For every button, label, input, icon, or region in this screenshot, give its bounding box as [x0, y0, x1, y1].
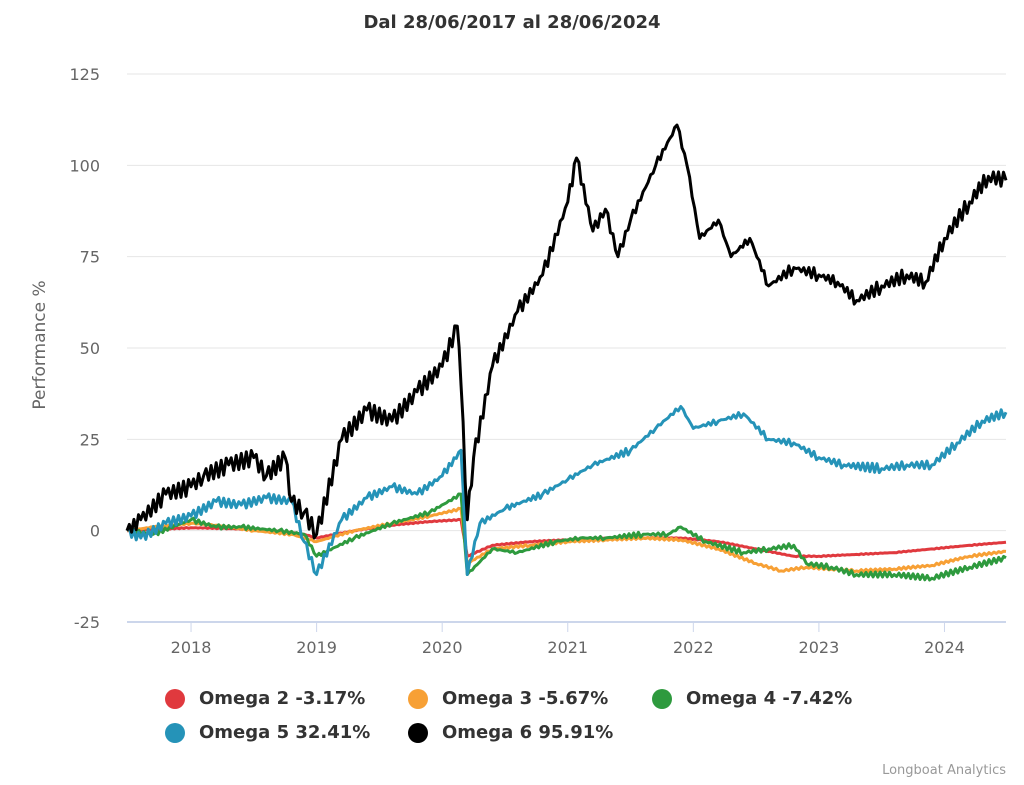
legend-item-omega-4[interactable]: Omega 4 -7.42% — [652, 688, 852, 709]
series-lines — [125, 123, 1008, 582]
legend-dot-icon — [408, 722, 428, 743]
legend-dot-icon — [408, 688, 428, 709]
series-line-omega-4[interactable] — [126, 492, 1007, 582]
series-line-omega-2[interactable] — [126, 517, 1007, 559]
credit-link[interactable]: Longboat Analytics — [882, 763, 1006, 778]
y-tick-label: 100 — [69, 156, 100, 175]
legend-item-omega-3[interactable]: Omega 3 -5.67% — [408, 688, 608, 709]
legend-dot-icon — [165, 722, 185, 743]
legend-label: Omega 3 -5.67% — [442, 688, 609, 709]
y-tick-label: 125 — [69, 65, 100, 84]
x-axis: 2018 2019 2020 2021 2022 2023 2024 — [127, 621, 1006, 657]
series-line-omega-5[interactable] — [125, 405, 1008, 576]
legend-item-omega-6[interactable]: Omega 6 95.91% — [408, 722, 613, 743]
legend-label: Omega 5 32.41% — [199, 722, 371, 743]
legend-label: Omega 4 -7.42% — [686, 688, 853, 709]
y-tick-label: -25 — [74, 613, 100, 632]
chart-title: Dal 28/06/2017 al 28/06/2024 — [363, 12, 661, 33]
y-axis-ticks: -25 0 25 50 75 100 125 — [69, 65, 100, 632]
series-line-omega-3[interactable] — [126, 506, 1007, 574]
x-tick-label: 2020 — [422, 638, 463, 657]
y-axis-label: Performance % — [30, 280, 50, 409]
x-tick-label: 2021 — [547, 638, 588, 657]
x-tick-label: 2018 — [171, 638, 212, 657]
x-tick-label: 2019 — [296, 638, 337, 657]
y-tick-label: 25 — [80, 430, 100, 449]
legend-dot-icon — [652, 688, 672, 709]
y-tick-label: 50 — [80, 339, 100, 358]
legend-dot-icon — [165, 688, 185, 709]
legend-label: Omega 2 -3.17% — [199, 688, 366, 709]
y-tick-label: 0 — [90, 522, 100, 541]
x-tick-label: 2023 — [799, 638, 840, 657]
legend-item-omega-2[interactable]: Omega 2 -3.17% — [165, 688, 365, 709]
series-line-omega-6[interactable] — [125, 123, 1008, 540]
legend-label: Omega 6 95.91% — [442, 722, 614, 743]
x-tick-label: 2024 — [924, 638, 965, 657]
grid-lines — [127, 73, 1006, 532]
x-tick-label: 2022 — [673, 638, 714, 657]
legend-item-omega-5[interactable]: Omega 5 32.41% — [165, 722, 370, 743]
y-tick-label: 75 — [80, 248, 100, 267]
